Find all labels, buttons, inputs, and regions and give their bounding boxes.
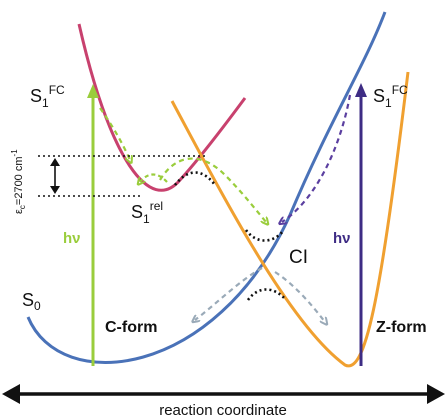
s1-fc-left-label: S1FC [30,83,65,110]
ci-dotted-upper [244,229,286,242]
excitation-arrowhead-right [355,83,367,97]
barrier-arrowhead-down [50,186,60,194]
excitation-arrowhead-left [87,84,99,98]
s1-rel-label: S1rel [131,199,163,226]
axis-arrowhead-right [427,384,445,404]
hv-right-label: hν [333,230,351,247]
purple-path [282,94,352,222]
s1-right-curve [170,71,410,368]
gray-path-to-z-form [274,271,325,322]
green-path-in-well [140,173,168,183]
s0-label: S0 [22,290,41,313]
hv-left-label: hν [63,230,81,247]
green-path-descent [99,107,130,160]
z-form-label: Z-form [376,319,427,336]
ci-dotted-lower [246,288,287,301]
s0-curve [26,11,387,365]
c-form-label: C-form [105,319,157,336]
s1-fc-right-label: S1FC [373,83,408,110]
x-axis-label: reaction coordinate [159,402,287,418]
s1-left-curve [77,23,247,192]
axis-arrowhead-left [2,384,20,404]
green-path-over-barrier [159,157,266,222]
barrier-label: εc=2700 cm-1 [10,149,27,214]
ci-label: CI [289,247,308,268]
barrier-arrowhead-up [50,158,60,166]
